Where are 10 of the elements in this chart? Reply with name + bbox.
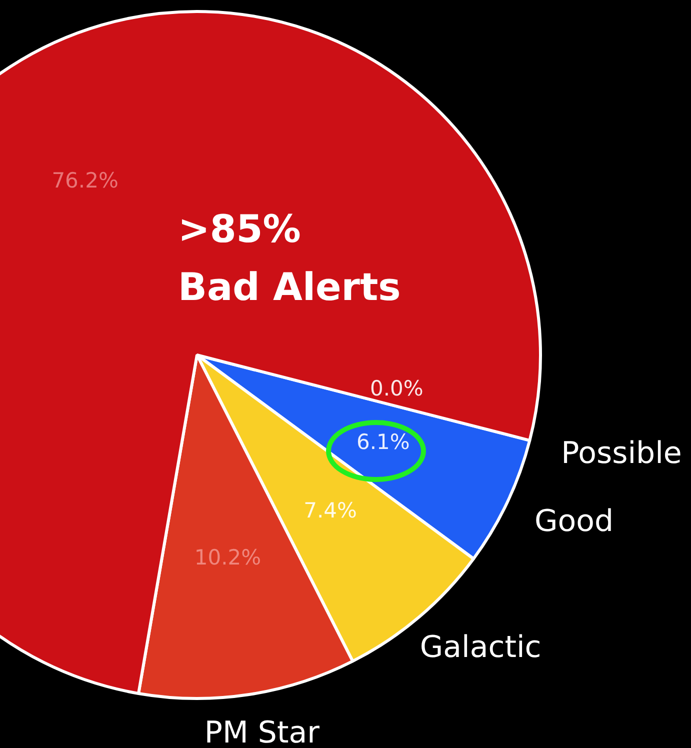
data-label: 10.2% [194,545,262,570]
slice-label: Galactic [420,630,542,666]
data-label: 7.4% [304,498,357,523]
text: >85% Bad Alerts [178,206,401,311]
slice-label: PM Star [204,715,320,748]
slice-label: Good [534,504,614,539]
data-label: 76.2% [52,168,118,192]
data-label: 6.1% [356,430,410,454]
category-label: Possible [561,436,682,471]
text: 0.0% [370,376,424,401]
